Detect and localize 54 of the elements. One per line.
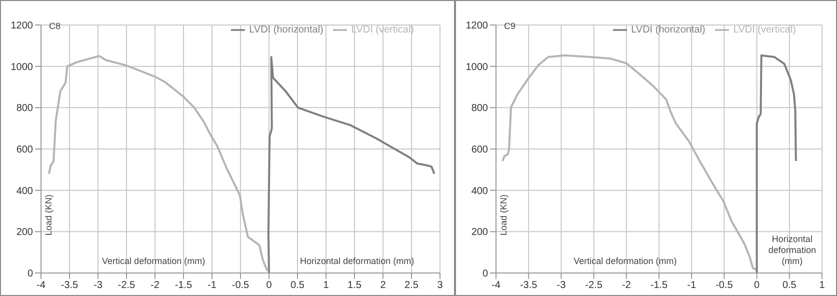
- x-tick-label: -0.5: [232, 280, 250, 292]
- y-tick-label: 600: [471, 144, 488, 156]
- chart-title: C9: [504, 21, 516, 31]
- y-tick-label: 1200: [466, 20, 488, 32]
- x-tick-label: -2: [150, 280, 160, 292]
- y-tick-label: 800: [16, 103, 34, 114]
- legend-label: LVDI (horizontal): [249, 24, 324, 36]
- x-tick-label: 1: [323, 280, 330, 292]
- x-tick-label: -1: [687, 280, 696, 292]
- y-tick-label: 200: [471, 227, 488, 238]
- y-tick-label: 600: [16, 144, 34, 156]
- x-tick-label: 1: [819, 280, 826, 292]
- y-tick-label: 1000: [10, 62, 34, 73]
- x-tick-label: -1.5: [650, 280, 668, 292]
- x-tick-label: 3: [437, 280, 444, 292]
- x-tick-label: 2.5: [404, 280, 419, 292]
- x-tick-label: 0.5: [782, 280, 797, 292]
- annotation: Vertical deformation (mm): [101, 256, 206, 267]
- y-tick-label: 200: [16, 227, 34, 238]
- x-tick-label: 0: [754, 280, 760, 292]
- x-tick-label: -3.5: [60, 280, 79, 292]
- legend-label: LVDI (vertical): [351, 24, 414, 36]
- x-tick-label: -2.5: [585, 280, 603, 292]
- x-tick-label: 2: [380, 280, 386, 292]
- y-tick-label: 400: [471, 186, 488, 197]
- x-tick-label: -3: [94, 280, 103, 292]
- y-tick-label: 0: [27, 268, 34, 280]
- x-tick-label: 0.5: [290, 280, 305, 292]
- x-tick-label: -4: [492, 280, 501, 292]
- line-series: [502, 54, 758, 271]
- x-tick-label: -3: [556, 280, 566, 292]
- x-tick-label: -3.5: [520, 280, 538, 292]
- y-tick-label: 800: [471, 103, 488, 114]
- x-tick-label: -0.5: [716, 280, 734, 292]
- line-series: [267, 56, 436, 273]
- x-tick-label: -4: [36, 280, 46, 292]
- x-tick-label: -2.5: [118, 280, 136, 292]
- y-tick-label: 0: [482, 268, 488, 280]
- y-tick-label: 400: [16, 186, 34, 197]
- y-tick-label: 1000: [466, 62, 488, 73]
- y-tick-label: 1200: [10, 20, 34, 32]
- chart-title: C8: [49, 21, 61, 31]
- x-tick-label: 1.5: [348, 280, 362, 292]
- y-axis-title: Load (KN): [499, 194, 509, 236]
- legend-label: LVDI (horizontal): [631, 24, 706, 36]
- x-tick-label: -2: [622, 280, 632, 292]
- annotation: Horizontal deformation (mm): [299, 256, 416, 267]
- x-tick-label: 0: [266, 280, 272, 292]
- legend-label: LVDI (vertical): [733, 24, 796, 36]
- x-tick-label: -1: [208, 280, 217, 292]
- y-axis-title: Load (KN): [44, 194, 54, 236]
- annotation: Horizontal deformation (mm): [767, 234, 817, 267]
- annotation: Vertical deformation (mm): [572, 256, 678, 267]
- x-tick-label: -1.5: [174, 280, 193, 292]
